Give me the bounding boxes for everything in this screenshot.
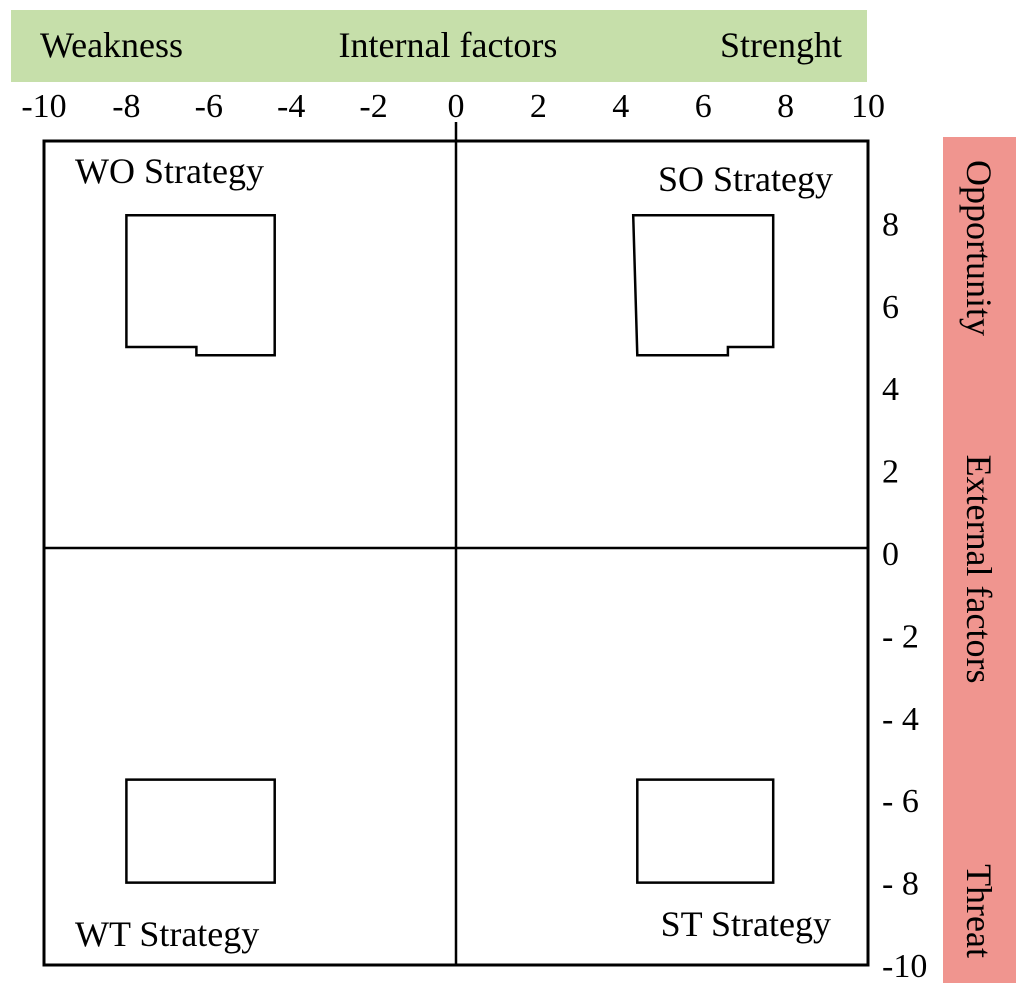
threat-label: Threat (959, 864, 999, 958)
x-tick-label: -4 (277, 88, 305, 125)
external-factors-label: External factors (959, 455, 999, 684)
internal-factors-band (11, 10, 867, 82)
x-tick-labels: -10 -8 -6 -4 -2 0 2 4 6 8 10 (21, 88, 885, 125)
weakness-label: Weakness (40, 25, 183, 65)
y-tick-label: - 8 (882, 866, 919, 903)
wo-strategy-label: WO Strategy (75, 151, 264, 191)
so-strategy-label: SO Strategy (658, 159, 833, 199)
so-strategy-region (631, 213, 775, 357)
y-tick-label: 2 (882, 454, 899, 491)
y-tick-label: - 6 (882, 783, 919, 820)
x-tick-label: -6 (195, 88, 223, 125)
x-tick-label: -2 (359, 88, 387, 125)
y-tick-label: -10 (882, 948, 927, 985)
x-tick-label: 6 (695, 88, 712, 125)
wo-strategy-region (125, 213, 276, 357)
y-tick-label: - 4 (882, 701, 919, 738)
x-tick-label: 8 (777, 88, 794, 125)
x-tick-label: -8 (112, 88, 140, 125)
y-tick-label: 0 (882, 536, 899, 573)
y-tick-label: 8 (882, 206, 899, 243)
opportunity-label: Opportunity (959, 160, 999, 336)
y-tick-label: 4 (882, 371, 899, 408)
strategy-regions (125, 213, 775, 884)
y-tick-label: - 2 (882, 618, 919, 655)
x-tick-label: -10 (21, 88, 66, 125)
y-tick-labels: 8 6 4 2 0 - 2 - 4 - 6 - 8 -10 (882, 206, 927, 985)
external-factors-band (943, 137, 1016, 983)
st-strategy-label: ST Strategy (661, 904, 831, 944)
quadrant-labels: WO Strategy SO Strategy WT Strategy ST Stra… (75, 151, 833, 954)
wt-strategy-label: WT Strategy (75, 914, 259, 954)
strength-label: Strenght (720, 25, 842, 65)
y-tick-label: 6 (882, 289, 899, 326)
x-tick-label: 0 (448, 88, 465, 125)
internal-factors-label: Internal factors (339, 25, 558, 65)
x-tick-label: 4 (612, 88, 629, 125)
wt-strategy-region (125, 778, 276, 884)
x-tick-label: 10 (851, 88, 885, 125)
x-tick-label: 2 (530, 88, 547, 125)
st-strategy-region (636, 778, 775, 884)
